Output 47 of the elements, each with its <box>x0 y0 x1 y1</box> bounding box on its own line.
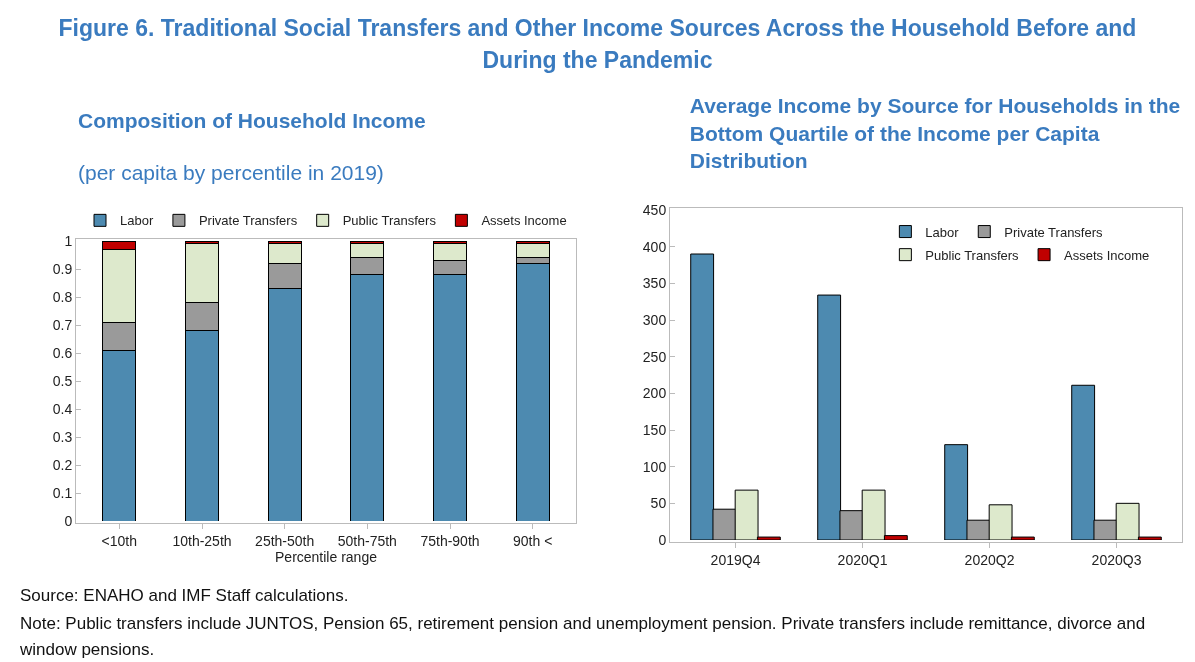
x-tick-label: 75th-90th <box>420 532 480 549</box>
x-tick-label: 2020Q1 <box>837 551 888 568</box>
y-tick-label: 150 <box>642 421 667 438</box>
x-tick-label: <10th <box>101 532 138 549</box>
y-tick-label: 0.3 <box>52 428 73 445</box>
x-tick-label: 90th < <box>513 532 553 549</box>
legend-label: Private Transfers <box>1004 224 1104 240</box>
x-tick-label: 50th-75th <box>337 532 397 549</box>
y-tick-label: 0.4 <box>52 400 73 417</box>
y-tick-label: 50 <box>650 495 667 512</box>
chart-title: Average Income by Source for Households in the Bottom Quartile of the Income per Capita Distribution <box>689 94 1181 172</box>
y-tick-label: 200 <box>642 385 667 402</box>
chart-title: Composition of Household Income <box>78 108 426 132</box>
text: Note: Public transfers include JUNTOS, Pension 65, retirement pension and unemployment pension. Private transfers include remittance, divorce and window pensions. <box>20 613 1147 661</box>
legend-label: Private Transfers <box>198 213 298 229</box>
legend-label: Labor <box>925 224 960 240</box>
y-tick-label: 300 <box>642 311 667 328</box>
legend-label: Assets Income <box>1064 247 1150 263</box>
y-tick-label: 1 <box>64 232 73 249</box>
y-tick-label: 0.2 <box>52 456 73 473</box>
y-tick-label: 0.1 <box>52 484 73 501</box>
y-tick-label: 0.5 <box>52 372 73 389</box>
y-tick-label: 0.9 <box>52 260 73 277</box>
y-tick-label: 0.6 <box>52 344 73 361</box>
x-tick-label: 10th-25th <box>172 532 232 549</box>
y-tick-label: 0 <box>658 531 667 548</box>
x-tick-label: 2019Q4 <box>710 551 761 568</box>
bar <box>515 262 550 521</box>
x-tick-label: 2020Q2 <box>964 551 1015 568</box>
y-tick-label: 0.8 <box>52 288 73 305</box>
x-axis-title: Percentile range <box>275 548 378 565</box>
caption: Figure 6. Traditional Social Transfers and Other Income Sources Across the Household Before and During the Pandemic <box>57 14 1138 75</box>
y-tick-label: 0 <box>64 512 73 529</box>
chart-subtitle: (per capita by percentile in 2019) <box>78 161 384 185</box>
y-tick-label: 250 <box>642 348 667 365</box>
y-tick-label: 350 <box>642 275 667 292</box>
x-tick-label: 25th-50th <box>255 532 315 549</box>
y-tick-label: 450 <box>642 201 667 218</box>
legend-label: Public Transfers <box>342 213 437 229</box>
y-tick-label: 100 <box>642 458 667 475</box>
y-tick-label: 0.7 <box>52 316 73 333</box>
y-tick-label: 400 <box>642 238 667 255</box>
source-note: Source: ENAHO and IMF Staff calculations. <box>20 585 350 607</box>
legend-label: Assets Income <box>481 213 567 229</box>
x-tick-label: 2020Q3 <box>1091 551 1142 568</box>
legend-label: Labor <box>120 213 154 229</box>
legend-label: Public Transfers <box>925 247 1020 263</box>
